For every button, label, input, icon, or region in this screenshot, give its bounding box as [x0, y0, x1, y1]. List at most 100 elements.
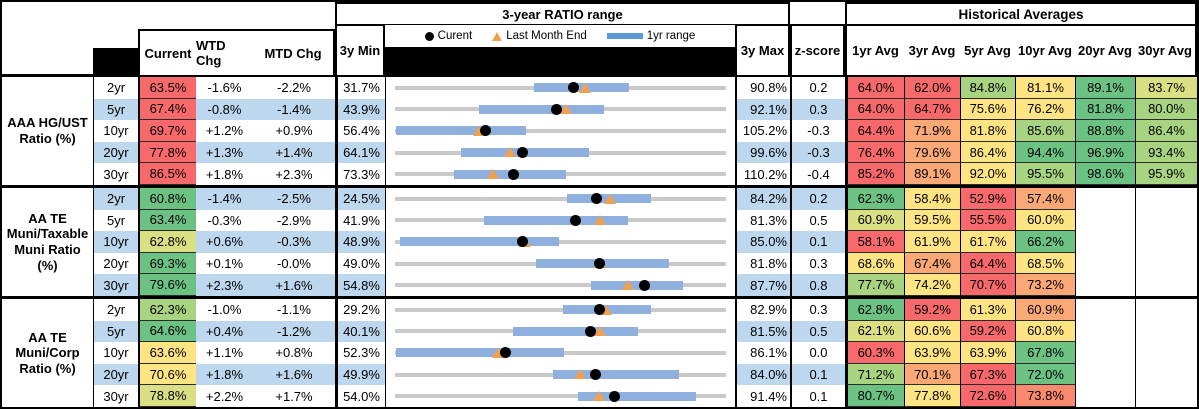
historical-avg-cell: 74.2% [904, 274, 960, 296]
current-value-cell: 63.4% [138, 209, 196, 232]
three-year-min-cell: 64.1% [335, 141, 385, 164]
mtd-chg-cell: -1.4% [253, 98, 335, 121]
historical-avg-cell: 64.4% [845, 120, 904, 142]
historical-avg-cell [1075, 385, 1135, 407]
historical-avg-cell [1075, 342, 1135, 364]
tenor-cell: 30yr [93, 274, 138, 296]
current-marker-icon [479, 125, 491, 137]
range-chart-cell [385, 209, 735, 232]
historical-avg-cell: 68.6% [845, 252, 904, 275]
three-year-min-cell: 29.2% [335, 298, 385, 321]
ratio-group: AA TE Muni/Taxable Muni Ratio (%) 2yr 60.8… [2, 184, 1197, 296]
range-chart-cell [385, 342, 735, 364]
last-month-end-marker-icon [491, 347, 504, 358]
one-year-range-bar [478, 104, 605, 114]
one-year-range-bar [395, 348, 565, 358]
range-chart-cell [385, 163, 735, 185]
range-bar-icon [606, 33, 643, 39]
mtd-chg-cell: -2.9% [253, 209, 335, 232]
range-chart-cell [385, 252, 735, 275]
legend-item-last-month-end: Last Month End [492, 30, 587, 42]
z-score-cell: 0.5 [790, 209, 845, 232]
historical-avg-cell [1075, 231, 1135, 253]
col-header-mtd-chg: MTD Chg [264, 45, 322, 61]
last-month-end-marker-icon [579, 82, 592, 93]
range-track [395, 307, 726, 312]
tenor-cell: 20yr [93, 363, 138, 386]
wtd-chg-cell: +1.1% [196, 342, 253, 364]
historical-avg-cell: 60.0% [1015, 209, 1075, 232]
historical-avg-cell: 59.2% [904, 298, 960, 321]
three-year-min-cell: 56.4% [335, 120, 385, 142]
historical-avg-cell: 79.6% [904, 141, 960, 164]
col-header-1yr-avg: 1yr Avg [852, 43, 899, 58]
historical-avg-cell: 59.2% [960, 320, 1015, 343]
historical-avg-cell: 98.6% [1075, 163, 1135, 185]
three-year-max-cell: 81.3% [735, 209, 790, 232]
historical-avg-cell [1135, 187, 1197, 210]
three-year-max-cell: 110.2% [735, 163, 790, 185]
historical-avg-cell: 77.8% [904, 385, 960, 407]
mtd-chg-cell: -0.3% [253, 231, 335, 253]
range-chart-cell [385, 187, 735, 210]
range-chart-cell [385, 141, 735, 164]
tenor-cell: 2yr [93, 298, 138, 321]
col-header-20yr-avg: 20yr Avg [1078, 43, 1132, 58]
current-value-cell: 69.7% [138, 120, 196, 142]
z-score-cell: 0.1 [790, 363, 845, 386]
historical-avg-cell [1075, 252, 1135, 275]
col-header-3y-min: 3y Min [335, 24, 385, 77]
historical-avg-cell: 96.9% [1075, 141, 1135, 164]
current-value-cell: 60.8% [138, 187, 196, 210]
range-track [395, 196, 726, 201]
historical-avg-cell: 92.0% [960, 163, 1015, 185]
mtd-chg-cell: +1.7% [253, 385, 335, 407]
three-year-min-cell: 49.9% [335, 363, 385, 386]
last-month-end-marker-icon [622, 279, 635, 290]
range-track [395, 394, 726, 399]
wtd-chg-cell: -1.4% [196, 187, 253, 210]
range-chart-cell [385, 274, 735, 296]
three-year-max-cell: 81.5% [735, 320, 790, 343]
historical-avg-cell [1075, 187, 1135, 210]
three-year-min-cell: 41.9% [335, 209, 385, 232]
tenor-cell: 30yr [93, 163, 138, 185]
last-month-end-marker-icon [604, 193, 617, 204]
historical-avg-cell: 93.4% [1135, 141, 1197, 164]
current-marker-icon [594, 258, 606, 270]
mtd-chg-cell: -0.0% [253, 252, 335, 275]
current-marker-icon [517, 147, 529, 159]
three-year-min-cell: 73.3% [335, 163, 385, 185]
mtd-chg-cell: +1.6% [253, 274, 335, 296]
z-score-cell: 0.2 [790, 77, 845, 99]
tenor-cell: 30yr [93, 385, 138, 407]
historical-avg-cell [1135, 252, 1197, 275]
wtd-chg-cell: +1.3% [196, 141, 253, 164]
legend-last-month-end-label: Last Month End [506, 30, 587, 42]
last-month-end-marker-icon [593, 215, 606, 226]
range-chart-cell [385, 98, 735, 121]
three-year-max-cell: 84.2% [735, 187, 790, 210]
historical-avg-cell: 89.1% [904, 163, 960, 185]
three-year-max-cell: 82.9% [735, 298, 790, 321]
range-chart-cell [385, 320, 735, 343]
group-label: AA TE Muni/Taxable Muni Ratio (%) [2, 187, 93, 296]
historical-avg-cell [1135, 274, 1197, 296]
historical-avg-cell: 86.4% [1135, 120, 1197, 142]
last-month-end-marker-icon [574, 369, 587, 380]
historical-avg-cell: 95.5% [1015, 163, 1075, 185]
historical-avg-cell: 84.8% [960, 77, 1015, 99]
wtd-chg-cell: +0.1% [196, 252, 253, 275]
three-year-max-cell: 86.1% [735, 342, 790, 364]
historical-avg-cell: 80.7% [845, 385, 904, 407]
range-chart-cell [385, 120, 735, 142]
current-marker-icon [590, 193, 602, 205]
wtd-chg-cell: +2.2% [196, 385, 253, 407]
one-year-range-bar [553, 370, 680, 380]
historical-avg-cell: 81.1% [1015, 77, 1075, 99]
table-body: AAA HG/UST Ratio (%) 2yr 63.5% -1.6% -2.2% 31… [2, 77, 1197, 407]
current-marker-icon [593, 304, 605, 316]
col-header-current: Current [144, 45, 192, 61]
historical-avg-cell: 58.1% [845, 231, 904, 253]
three-year-min-cell: 52.3% [335, 342, 385, 364]
